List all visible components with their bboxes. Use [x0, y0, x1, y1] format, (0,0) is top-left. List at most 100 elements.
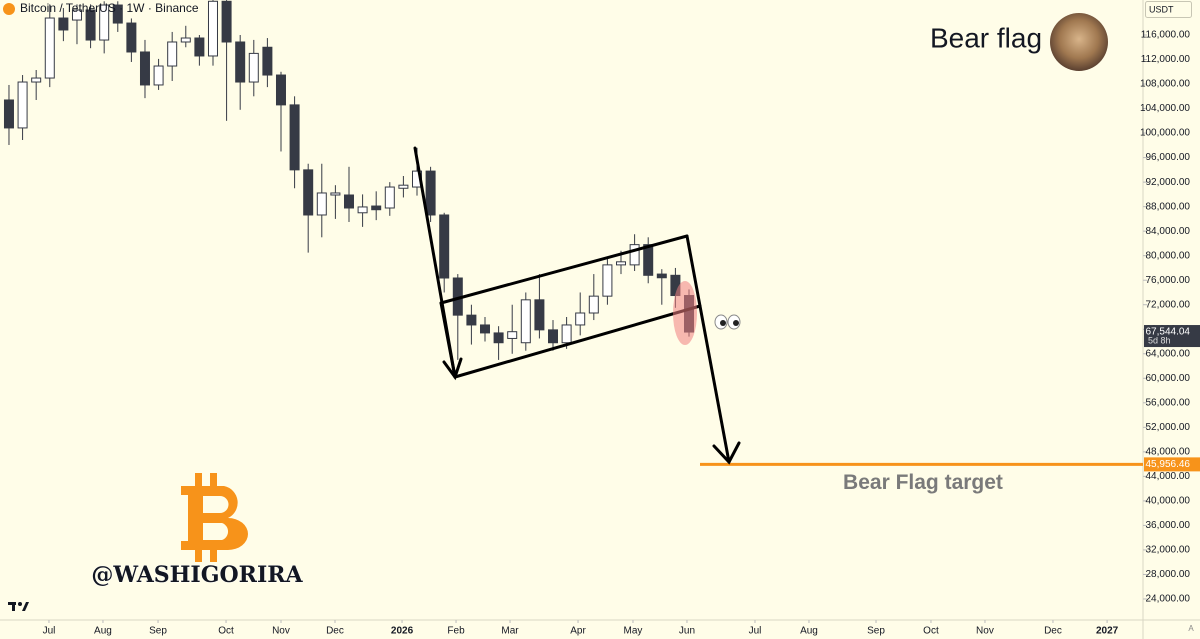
candle — [126, 18, 137, 62]
x-tick-label: Oct — [923, 626, 939, 637]
candle-body — [289, 104, 300, 171]
candle-body — [126, 22, 137, 53]
y-tick-label: 56,000.00 — [1146, 397, 1191, 408]
y-tick-label: 96,000.00 — [1146, 152, 1191, 163]
candle — [275, 71, 286, 152]
candle-body — [248, 52, 259, 83]
candle — [99, 1, 110, 54]
overlay: 24,000.00 28,000.00 32,000.00 36,000.00 40,0… — [43, 30, 1200, 637]
y-tick-label: 36,000.00 — [1146, 520, 1191, 531]
candle — [58, 8, 69, 42]
highlight — [673, 281, 697, 345]
candle-body — [303, 169, 314, 216]
candle — [602, 256, 613, 305]
y-tick-label: 112,000.00 — [1141, 54, 1191, 65]
candle — [194, 35, 205, 66]
candle — [71, 4, 82, 45]
candle — [248, 39, 259, 97]
candle — [167, 31, 178, 81]
x-tick-label: Jun — [679, 626, 695, 637]
candle-body — [534, 299, 545, 331]
currency-label: USDT — [1149, 4, 1174, 14]
y-tick-label: 28,000.00 — [1146, 569, 1191, 580]
y-tick-label: 76,000.00 — [1146, 275, 1191, 286]
candle — [534, 274, 545, 339]
candle — [575, 292, 586, 336]
candle-body — [3, 99, 14, 129]
candle-body — [493, 332, 504, 344]
candle-body — [629, 244, 640, 266]
y-tick-label: 44,000.00 — [1146, 471, 1191, 482]
candle — [289, 96, 300, 189]
candle — [343, 166, 354, 222]
x-tick-label: Aug — [800, 626, 818, 637]
candle-body — [194, 37, 205, 57]
candle-body — [656, 273, 667, 279]
x-tick-label: Nov — [272, 626, 290, 637]
symbol-icon — [3, 3, 15, 15]
x-tick-label: Dec — [1044, 626, 1062, 637]
y-tick-label: 60,000.00 — [1146, 373, 1191, 384]
y-tick-label: 40,000.00 — [1146, 496, 1191, 507]
last-price-box — [1144, 325, 1200, 348]
watermark: @WASHIGORIRA — [91, 562, 303, 588]
candle-body — [616, 261, 627, 266]
currency-box[interactable] — [1145, 1, 1192, 18]
auto-scale-button: A — [1188, 624, 1194, 633]
y-tick-label: 32,000.00 — [1146, 545, 1191, 556]
x-tick-label: Sep — [149, 626, 167, 637]
candle — [207, 0, 218, 66]
candle-body — [330, 192, 341, 196]
flag-lower — [453, 304, 702, 379]
candle-body — [221, 0, 232, 43]
last-price-label: 67,544.04 — [1146, 327, 1191, 338]
candle-body — [262, 46, 273, 76]
y-tick-label: 64,000.00 — [1146, 348, 1191, 359]
candle-body — [561, 324, 572, 344]
candle-body — [425, 170, 436, 216]
x-tick-label: Sep — [867, 626, 885, 637]
x-tick-label: Jul — [43, 626, 56, 637]
candle-body — [439, 214, 450, 279]
candle — [398, 175, 409, 198]
candle-body — [371, 205, 382, 211]
candle — [656, 269, 667, 305]
candle-body — [180, 37, 191, 43]
x-tick-label: Aug — [94, 626, 112, 637]
pattern-label: Bear flag — [930, 22, 1042, 53]
avatar — [1050, 13, 1108, 71]
flag-edge — [439, 301, 457, 379]
candle — [262, 38, 273, 88]
candle-body — [139, 51, 150, 86]
flag-edge — [685, 234, 702, 308]
candle — [112, 1, 123, 32]
x-tick-label: 2027 — [1096, 626, 1119, 637]
candle — [507, 304, 518, 354]
candle — [439, 212, 450, 293]
arrow-head — [712, 441, 741, 465]
breakdown-arrow — [698, 304, 731, 464]
candle-body — [507, 331, 518, 339]
y-tick-label: 72,000.00 — [1146, 299, 1191, 310]
candle-body — [235, 41, 246, 83]
candle — [44, 4, 55, 88]
flag-upper — [439, 234, 689, 305]
candle-body — [548, 329, 559, 344]
candle — [31, 70, 42, 100]
candle-body — [520, 299, 531, 344]
candle — [588, 274, 599, 321]
candle — [235, 35, 246, 110]
bitcoin-logo — [181, 473, 248, 562]
x-tick-label: Nov — [976, 626, 994, 637]
y-tick-label: 48,000.00 — [1146, 446, 1191, 457]
candle-body — [153, 65, 164, 86]
candle — [629, 234, 640, 272]
candle-body — [357, 206, 368, 214]
candle — [85, 4, 96, 49]
y-tick-label: 80,000.00 — [1146, 250, 1191, 261]
candle-body — [58, 17, 69, 31]
candle — [330, 185, 341, 219]
